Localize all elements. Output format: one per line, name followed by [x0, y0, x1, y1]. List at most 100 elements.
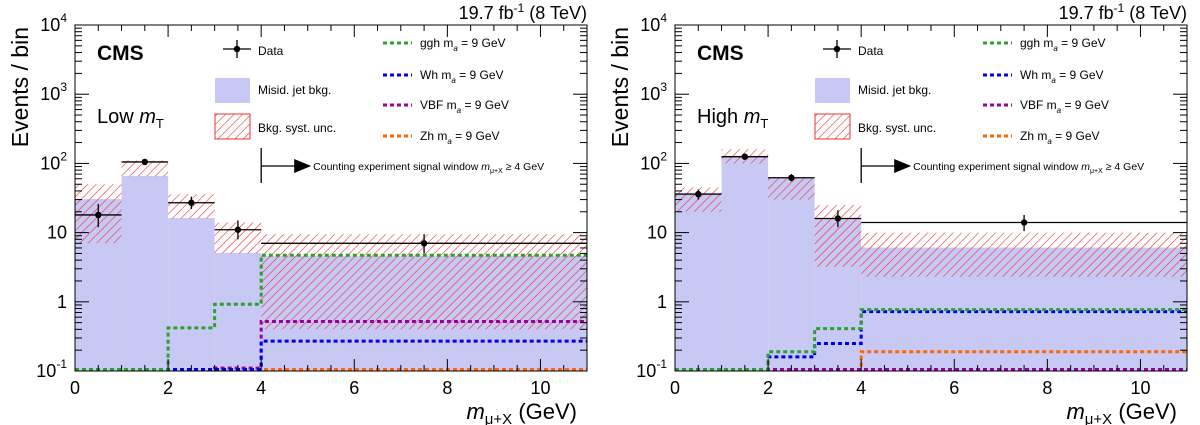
y-tick-label: 102	[40, 149, 67, 173]
y-tick-exp: 3	[660, 80, 667, 94]
legend-signal-mass: = 9 GeV	[1052, 129, 1100, 143]
y-tick-base: 10	[640, 153, 660, 173]
legend-signal-sub: a	[1057, 106, 1062, 115]
x-axis-unit: (GeV)	[512, 399, 577, 424]
y-axis-label: Events / bin	[607, 27, 633, 147]
y-tick-label: 102	[640, 149, 667, 173]
category-label: High mT	[697, 106, 768, 131]
signal-line-ggh	[675, 308, 1187, 371]
legend-misid-label: Misid. jet bkg.	[258, 83, 331, 97]
legend-signal-name: Zh	[420, 129, 437, 143]
y-tick-base: 10	[40, 153, 60, 173]
legend-misid-swatch	[815, 78, 850, 103]
legend-signal-label: Zh ma = 9 GeV	[420, 129, 500, 146]
legend-signal-label: VBF ma = 9 GeV	[420, 98, 509, 115]
y-tick-label: 104	[640, 11, 667, 35]
legend-signal-name: ggh	[420, 36, 443, 50]
plot-area	[75, 158, 587, 371]
window-var: m	[481, 161, 490, 173]
legend-signal-label: ggh ma = 9 GeV	[1020, 36, 1106, 53]
y-tick-base: 1	[657, 292, 667, 312]
y-tick-label: 10-1	[636, 357, 667, 381]
syst-band	[121, 160, 169, 177]
x-axis-label: mμ+X (GeV)	[466, 399, 577, 425]
data-point	[420, 240, 428, 247]
y-tick-label: 10	[647, 223, 667, 243]
y-tick-base: 10	[640, 15, 660, 35]
legend-data-label: Data	[258, 44, 284, 58]
y-tick-base: 10	[40, 15, 60, 35]
legend-signal-sub: a	[451, 76, 456, 85]
background-bar	[768, 178, 815, 371]
x-tick-label: 0	[670, 378, 680, 398]
legend-signal-mass: = 9 GeV	[461, 98, 509, 112]
x-axis-label: mμ+X (GeV)	[1066, 399, 1177, 425]
y-tick-label: 10	[47, 223, 67, 243]
legend-signal-mass: = 9 GeV	[456, 68, 504, 82]
legend-signal-mass: = 9 GeV	[458, 36, 506, 50]
y-tick-base: 10	[640, 84, 660, 104]
syst-band	[861, 232, 1187, 277]
background-bar	[721, 156, 769, 371]
legend-signal-sub: a	[457, 106, 462, 115]
y-tick-exp: -1	[656, 357, 667, 371]
y-tick-label: 10-1	[36, 357, 67, 381]
legend-signal-name: Wh	[1020, 68, 1041, 82]
legend-signal-sub: a	[453, 44, 458, 53]
legend-signal-m: m	[1037, 129, 1047, 143]
legend-signal-label: ggh ma = 9 GeV	[420, 36, 506, 53]
y-tick-exp: -1	[56, 357, 67, 371]
x-tick-label: 10	[530, 378, 550, 398]
y-tick-exp: 4	[660, 11, 667, 25]
x-tick-label: 8	[1042, 378, 1052, 398]
window-sub: μ+X	[490, 168, 503, 175]
y-tick-label: 1	[57, 292, 67, 312]
legend-signal-sub: a	[1053, 44, 1058, 53]
category-sub: T	[156, 116, 164, 131]
background-bar	[675, 193, 722, 371]
window-var: m	[1081, 161, 1090, 173]
category-sub: T	[760, 116, 768, 131]
x-axis-sub: μ+X	[485, 411, 512, 425]
y-tick-exp: 2	[60, 149, 67, 163]
x-tick-label: 8	[442, 378, 452, 398]
y-tick-label: 1	[657, 292, 667, 312]
data-point	[834, 215, 842, 222]
data-point	[141, 158, 149, 166]
legend-signal-label: VBF ma = 9 GeV	[1020, 98, 1109, 115]
x-tick-label: 0	[70, 378, 80, 398]
x-tick-label: 10	[1130, 378, 1150, 398]
y-tick-exp: 2	[660, 149, 667, 163]
y-tick-base: 10	[36, 361, 56, 381]
data-point	[695, 190, 702, 198]
legend-signal-mass: = 9 GeV	[1061, 98, 1109, 112]
category-label: Low mT	[97, 106, 164, 131]
background-bar	[121, 176, 169, 371]
data-point	[234, 226, 242, 233]
legend-signal-name: VBF	[420, 98, 447, 112]
lumi-exp: -1	[1114, 1, 1125, 15]
data-point	[741, 153, 749, 160]
y-tick-base: 10	[636, 361, 656, 381]
y-tick-label: 103	[640, 80, 667, 104]
x-axis-var: m	[466, 399, 484, 424]
window-text: Counting experiment signal window	[913, 161, 1081, 173]
legend-data-marker	[833, 45, 841, 53]
legend-signal-sub: a	[1051, 76, 1056, 85]
window-label: Counting experiment signal window mμ+X ≥…	[913, 161, 1144, 175]
legend-signal-m: m	[441, 68, 451, 82]
x-tick-label: 4	[256, 378, 266, 398]
legend-signal-m: m	[437, 129, 447, 143]
window-arrow-head	[894, 159, 912, 173]
y-axis-label: Events / bin	[7, 27, 33, 147]
window-label: Counting experiment signal window mμ+X ≥…	[313, 161, 544, 175]
legend-signal-name: ggh	[1020, 36, 1043, 50]
x-tick-label: 6	[349, 378, 359, 398]
x-tick-label: 2	[763, 378, 773, 398]
legend-syst-swatch	[814, 113, 851, 140]
legend-signal-m: m	[447, 98, 457, 112]
x-tick-label: 2	[163, 378, 173, 398]
experiment-label: CMS	[697, 42, 744, 65]
experiment-label: CMS	[97, 42, 144, 65]
